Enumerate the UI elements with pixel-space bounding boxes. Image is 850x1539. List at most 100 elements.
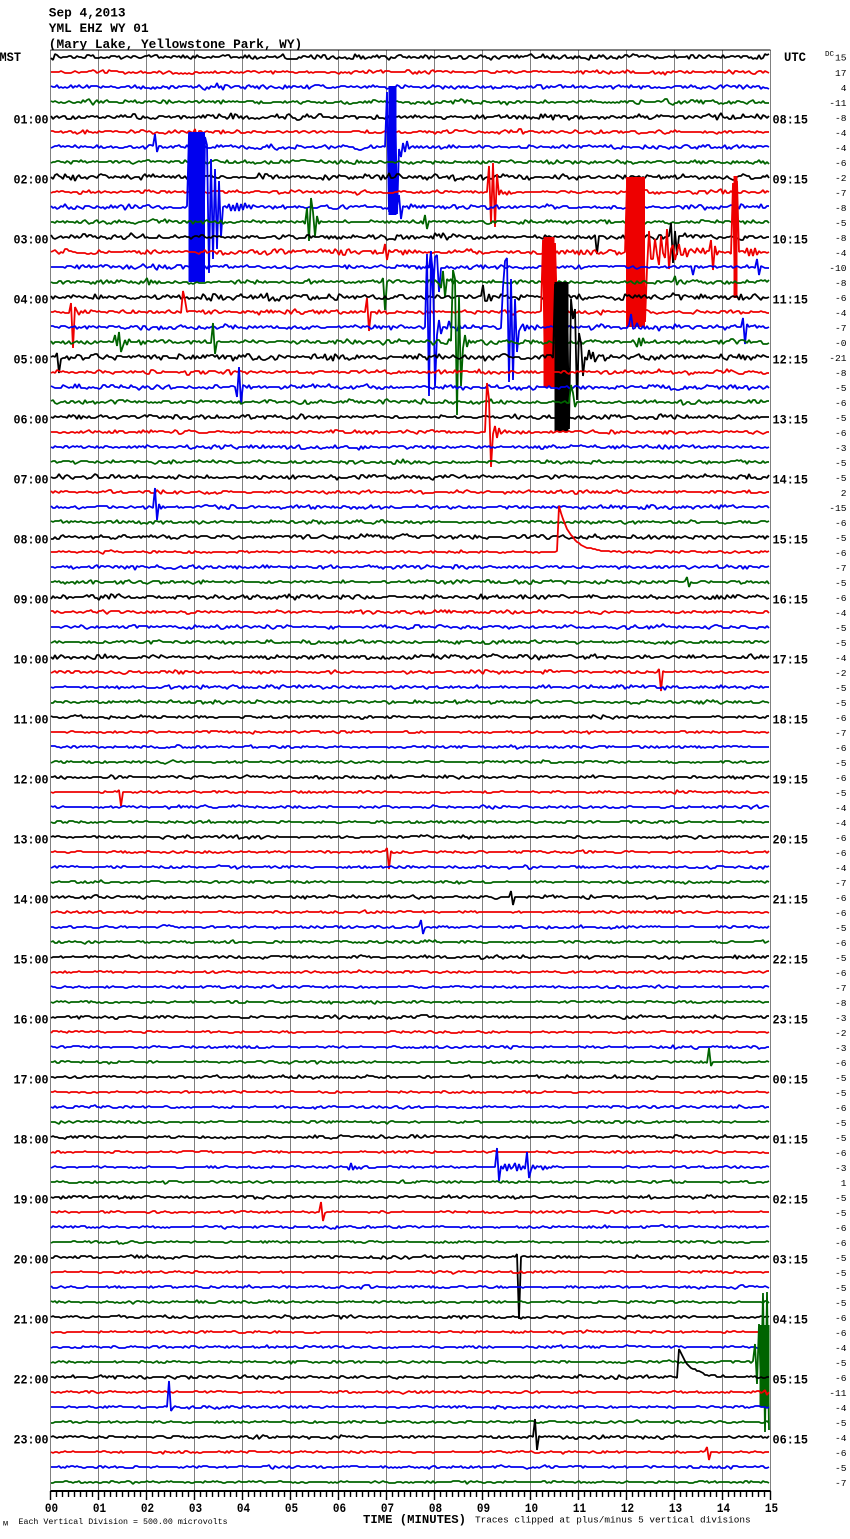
svg-text:-4: -4 [835,308,847,319]
svg-text:-0: -0 [835,338,847,349]
svg-text:Sep 4,2013: Sep 4,2013 [49,6,126,21]
svg-text:00:15: 00:15 [773,1073,809,1088]
svg-text:-6: -6 [835,968,847,979]
svg-text:-6: -6 [835,593,847,604]
svg-text:22:15: 22:15 [773,953,809,968]
svg-text:-5: -5 [835,683,847,694]
svg-text:05:15: 05:15 [773,1373,809,1388]
svg-text:-3: -3 [835,1043,847,1054]
svg-text:08: 08 [429,1501,442,1516]
svg-text:-4: -4 [835,1433,847,1444]
svg-text:06: 06 [333,1501,346,1516]
svg-text:18:15: 18:15 [773,713,809,728]
svg-text:07:00: 07:00 [14,473,49,488]
svg-text:-5: -5 [835,533,847,544]
svg-text:-4: -4 [835,1343,847,1354]
svg-text:-6: -6 [835,1103,847,1114]
svg-text:Each Vertical Division = 500.: Each Vertical Division = 500.00 microvol… [19,1517,228,1527]
svg-text:-6: -6 [835,293,847,304]
svg-text:-3: -3 [835,443,847,454]
svg-text:-7: -7 [835,878,847,889]
svg-text:-4: -4 [835,128,847,139]
svg-text:15: 15 [765,1501,778,1516]
svg-text:-6: -6 [835,713,847,724]
svg-text:-5: -5 [835,1358,847,1369]
svg-text:13: 13 [669,1501,682,1516]
svg-text:21:00: 21:00 [14,1313,49,1328]
svg-text:-5: -5 [835,758,847,769]
svg-text:-5: -5 [835,413,847,424]
svg-text:-6: -6 [835,1148,847,1159]
svg-text:-8: -8 [835,278,847,289]
svg-text:12: 12 [621,1501,634,1516]
svg-text:-5: -5 [835,1133,847,1144]
svg-text:MST: MST [0,50,21,65]
svg-text:05: 05 [285,1501,298,1516]
svg-text:-5: -5 [835,473,847,484]
svg-text:10:00: 10:00 [14,653,49,668]
svg-text:-7: -7 [835,728,847,739]
svg-text:01:00: 01:00 [14,113,49,128]
svg-text:07: 07 [381,1501,394,1516]
svg-text:14:00: 14:00 [14,893,49,908]
svg-text:-7: -7 [835,323,847,334]
svg-text:-5: -5 [835,1283,847,1294]
svg-text:-5: -5 [835,578,847,589]
svg-text:10:15: 10:15 [773,233,809,248]
svg-text:-5: -5 [835,1118,847,1129]
svg-text:19:15: 19:15 [773,773,809,788]
svg-text:01:15: 01:15 [773,1133,809,1148]
svg-text:-11: -11 [829,1388,847,1399]
svg-text:-4: -4 [835,803,847,814]
svg-text:-8: -8 [835,233,847,244]
svg-text:-6: -6 [835,548,847,559]
svg-text:-5: -5 [835,953,847,964]
svg-text:-5: -5 [835,458,847,469]
svg-text:13:00: 13:00 [14,833,49,848]
svg-text:04: 04 [237,1501,250,1516]
svg-text:-5: -5 [835,638,847,649]
svg-text:-3: -3 [835,1163,847,1174]
svg-text:-6: -6 [835,1448,847,1459]
svg-text:-6: -6 [835,743,847,754]
svg-text:YML EHZ WY 01: YML EHZ WY 01 [49,21,149,36]
svg-text:-4: -4 [835,818,847,829]
svg-text:-6: -6 [835,833,847,844]
svg-text:-6: -6 [835,398,847,409]
svg-text:11:15: 11:15 [773,293,809,308]
svg-text:23:00: 23:00 [14,1433,49,1448]
svg-text:-6: -6 [835,158,847,169]
svg-text:01: 01 [93,1501,106,1516]
svg-text:-21: -21 [829,353,847,364]
svg-text:-2: -2 [835,1028,847,1039]
svg-text:-5: -5 [835,1193,847,1204]
svg-text:-4: -4 [835,248,847,259]
svg-text:16:00: 16:00 [14,1013,49,1028]
svg-text:12:15: 12:15 [773,353,809,368]
svg-text:-2: -2 [835,668,847,679]
svg-text:05:00: 05:00 [14,353,49,368]
svg-text:18:00: 18:00 [14,1133,49,1148]
svg-text:17: 17 [835,68,847,79]
svg-text:DC: DC [825,51,835,59]
svg-text:-8: -8 [835,203,847,214]
svg-text:-6: -6 [835,428,847,439]
svg-text:-7: -7 [835,983,847,994]
svg-text:-6: -6 [835,938,847,949]
svg-text:-6: -6 [835,848,847,859]
svg-text:-6: -6 [835,518,847,529]
svg-text:-6: -6 [835,1058,847,1069]
svg-text:13:15: 13:15 [773,413,809,428]
svg-text:-8: -8 [835,368,847,379]
svg-text:08:00: 08:00 [14,533,49,548]
svg-text:06:00: 06:00 [14,413,49,428]
svg-text:19:00: 19:00 [14,1193,49,1208]
svg-text:03:00: 03:00 [14,233,49,248]
svg-text:-4: -4 [835,1403,847,1414]
svg-text:21:15: 21:15 [773,893,809,908]
svg-text:11:00: 11:00 [14,713,49,728]
svg-text:15: 15 [835,53,847,64]
svg-text:-6: -6 [835,1223,847,1234]
svg-text:-6: -6 [835,1373,847,1384]
svg-text:-3: -3 [835,1013,847,1024]
